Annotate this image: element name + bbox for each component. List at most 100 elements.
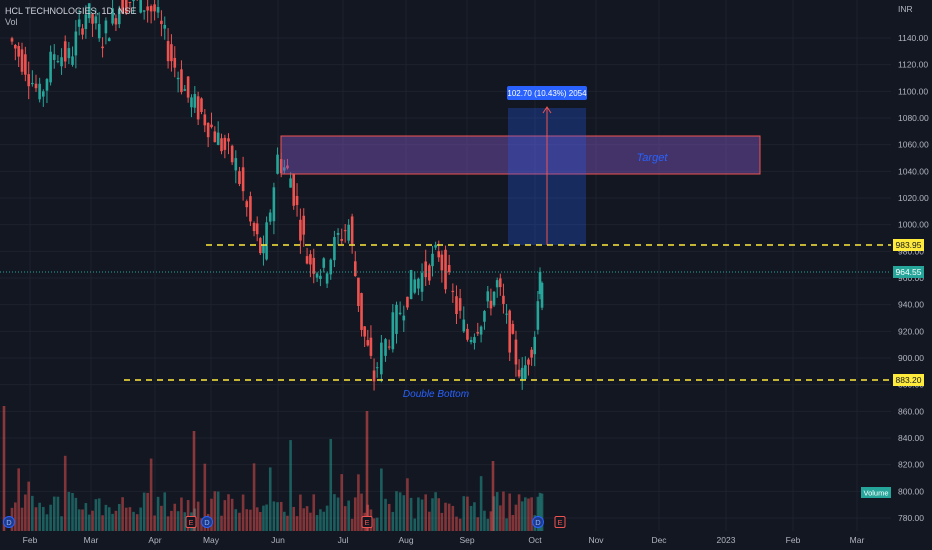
volume-bar bbox=[272, 501, 276, 531]
candle-body bbox=[483, 311, 486, 322]
volume-bar bbox=[223, 500, 227, 531]
volume-bar bbox=[91, 510, 94, 531]
price-tick-label: 1040.00 bbox=[898, 166, 929, 176]
candle-body bbox=[81, 28, 84, 35]
volume-bar bbox=[466, 496, 469, 531]
candle-body bbox=[409, 270, 413, 300]
svg-text:E: E bbox=[188, 518, 193, 527]
volume-bar bbox=[170, 510, 173, 531]
candle-body bbox=[502, 295, 505, 304]
volume-bar bbox=[74, 497, 78, 531]
volume-bar bbox=[536, 496, 540, 531]
candle-body bbox=[117, 8, 121, 25]
dividend-marker[interactable]: D bbox=[3, 516, 15, 528]
time-tick-label: 2023 bbox=[717, 535, 736, 545]
volume-bar bbox=[520, 501, 524, 531]
candle-body bbox=[210, 124, 213, 128]
dividend-marker[interactable]: D bbox=[532, 516, 544, 528]
candle-body bbox=[166, 41, 170, 62]
candle-body bbox=[104, 20, 108, 34]
volume-bar bbox=[265, 504, 268, 531]
earnings-marker[interactable]: E bbox=[185, 516, 197, 528]
volume-bar bbox=[124, 507, 128, 531]
candle-body bbox=[114, 18, 118, 25]
target-zone[interactable] bbox=[280, 135, 761, 175]
candle-body bbox=[508, 310, 511, 353]
candle-body bbox=[462, 319, 466, 332]
symbol-title[interactable]: HCL TECHNOLOGIES, 1D, NSE bbox=[5, 6, 137, 16]
candle-body bbox=[238, 171, 241, 184]
candle-body bbox=[347, 224, 350, 241]
volume-legend[interactable]: Vol bbox=[5, 17, 18, 27]
measure-label: 102.70 (10.43%) 2054 bbox=[507, 89, 587, 98]
time-tick-label: Mar bbox=[850, 535, 865, 545]
volume-bar bbox=[451, 505, 455, 531]
candle-body bbox=[434, 244, 437, 248]
time-axis-panel[interactable] bbox=[0, 531, 891, 550]
volume-bar bbox=[420, 499, 424, 531]
volume-bar bbox=[87, 514, 91, 531]
volume-bar bbox=[163, 492, 167, 531]
svg-text:E: E bbox=[557, 518, 562, 527]
candle-body bbox=[249, 196, 252, 222]
volume-bar bbox=[259, 512, 262, 531]
volume-bar bbox=[156, 496, 160, 531]
price-tick-label: 1060.00 bbox=[898, 140, 929, 150]
volume-bar bbox=[473, 502, 476, 531]
volume-bar bbox=[409, 497, 413, 531]
volume-bar bbox=[49, 504, 52, 531]
earnings-marker[interactable]: E bbox=[554, 516, 566, 528]
svg-text:D: D bbox=[204, 518, 210, 527]
candle-body bbox=[479, 326, 483, 335]
volume-bar bbox=[384, 498, 387, 531]
earnings-marker[interactable]: E bbox=[361, 516, 373, 528]
candle-body bbox=[153, 4, 156, 12]
volume-bar bbox=[309, 512, 312, 531]
candle-body bbox=[466, 328, 469, 340]
volume-bar bbox=[505, 518, 508, 531]
candle-body bbox=[97, 24, 101, 39]
candle-body bbox=[417, 278, 420, 289]
candle-body bbox=[533, 336, 537, 355]
candle-body bbox=[391, 312, 395, 350]
volume-bar bbox=[434, 492, 437, 531]
price-tick-label: 820.00 bbox=[898, 460, 924, 470]
dividend-marker[interactable]: D bbox=[201, 516, 213, 528]
measure-label-box bbox=[507, 86, 587, 100]
candle-body bbox=[14, 44, 17, 49]
time-tick-label: Aug bbox=[398, 535, 413, 545]
volume-bar bbox=[336, 497, 340, 531]
candle-body bbox=[45, 79, 49, 91]
candle-body bbox=[87, 3, 91, 19]
candle-body bbox=[27, 74, 30, 87]
volume-bar bbox=[210, 498, 213, 531]
candle-body bbox=[180, 69, 183, 93]
time-tick-label: Sep bbox=[459, 535, 474, 545]
candle-body bbox=[384, 339, 387, 356]
candle-body bbox=[31, 82, 34, 85]
volume-bar bbox=[268, 467, 272, 531]
volume-bar bbox=[340, 474, 344, 531]
volume-bar bbox=[255, 507, 259, 531]
price-tick-label: 1100.00 bbox=[898, 86, 928, 96]
candle-body bbox=[486, 291, 490, 302]
resistance-tag: 983.95 bbox=[893, 239, 924, 251]
volume-bar bbox=[440, 512, 444, 531]
volume-bar bbox=[319, 509, 322, 531]
candle-body bbox=[517, 369, 521, 377]
candle-body bbox=[476, 332, 480, 334]
volume-bar bbox=[2, 406, 6, 531]
volume-bar bbox=[514, 504, 518, 531]
volume-bar bbox=[200, 518, 203, 531]
candle-body bbox=[402, 315, 406, 321]
volume-bar bbox=[252, 463, 256, 531]
candle-body bbox=[369, 337, 373, 356]
volume-bar bbox=[302, 508, 306, 531]
volume-bar bbox=[312, 494, 316, 531]
volume-bar bbox=[176, 511, 180, 531]
candle-body bbox=[299, 219, 302, 241]
volume-bar bbox=[398, 492, 402, 531]
volume-bar bbox=[139, 507, 142, 531]
